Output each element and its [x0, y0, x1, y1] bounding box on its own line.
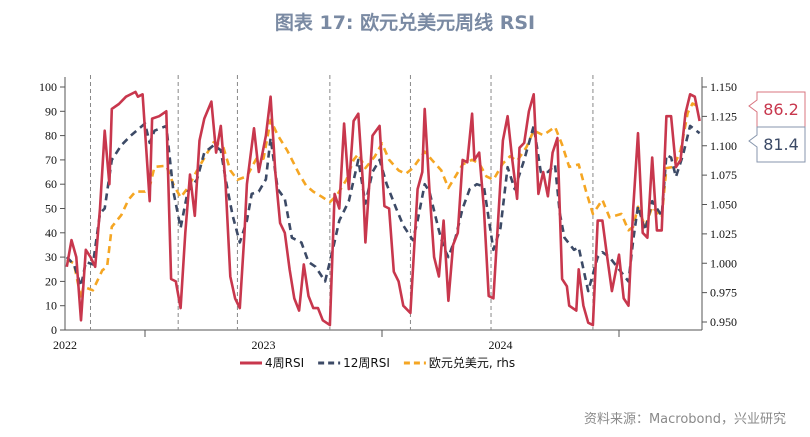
right-tick-label: 1.125	[710, 109, 737, 123]
last-value-callout	[748, 91, 806, 128]
right-tick-label: 1.075	[710, 168, 737, 182]
chart-title: 图表 17: 欧元兑美元周线 RSI	[274, 12, 536, 34]
left-tick-label: 0	[51, 323, 57, 337]
right-tick-label: 0.950	[710, 315, 737, 329]
legend-label: 12周RSI	[343, 356, 390, 370]
left-tick-label: 50	[45, 202, 57, 216]
last-value-label: 81.4	[763, 135, 799, 154]
source-note: 资料来源：Macrobond，兴业研究	[583, 412, 786, 427]
x-tick-label: 2023	[252, 338, 276, 352]
legend-label: 4周RSI	[265, 356, 304, 370]
series-line-1	[65, 122, 701, 293]
x-tick-label: 2024	[489, 338, 513, 352]
left-tick-label: 30	[45, 250, 57, 264]
right-tick-label: 1.100	[710, 139, 737, 153]
right-tick-label: 1.000	[710, 256, 737, 270]
right-tick-label: 1.050	[710, 198, 737, 212]
left-tick-label: 20	[45, 274, 57, 288]
right-tick-label: 1.025	[710, 227, 737, 241]
last-value-callout	[748, 126, 806, 163]
left-tick-label: 100	[39, 80, 57, 94]
series-line-2	[66, 102, 701, 300]
right-tick-label: 1.150	[710, 80, 737, 94]
left-tick-label: 80	[45, 129, 57, 143]
legend-label: 欧元兑美元, rhs	[429, 356, 515, 370]
series-line-0	[65, 90, 701, 327]
left-tick-label: 10	[45, 299, 57, 313]
x-tick-label: 2022	[53, 338, 77, 352]
left-tick-label: 60	[45, 177, 57, 191]
left-tick-label: 70	[45, 153, 57, 167]
right-tick-label: 0.975	[710, 286, 737, 300]
left-tick-label: 40	[45, 226, 57, 240]
last-value-label: 86.2	[763, 100, 799, 119]
left-tick-label: 90	[45, 104, 57, 118]
